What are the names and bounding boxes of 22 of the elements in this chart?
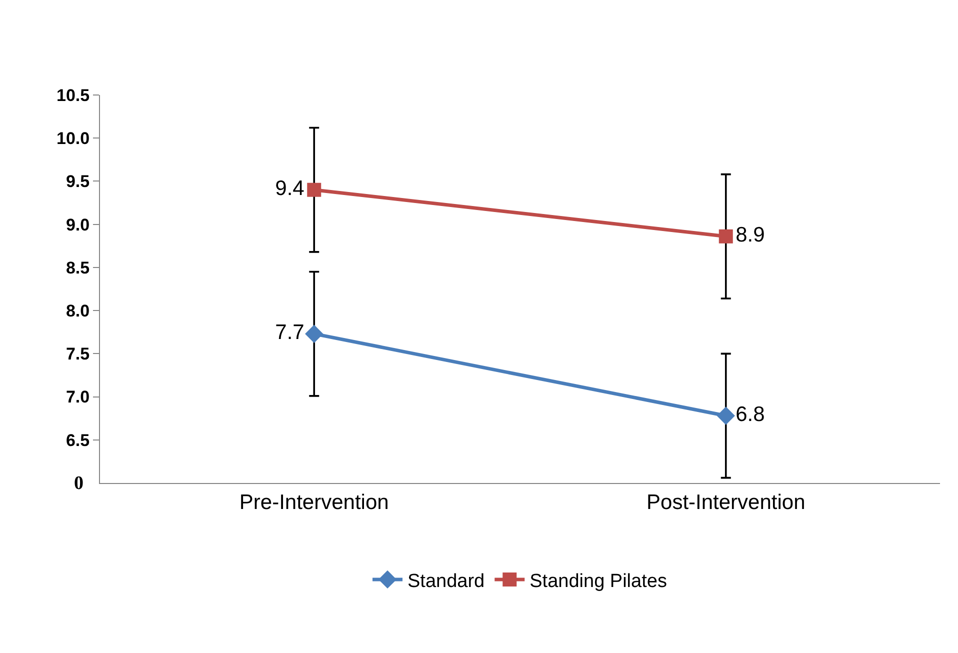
data-label: 9.4: [275, 177, 305, 200]
data-label: 6.8: [736, 403, 765, 426]
y-tick-label: 8.0: [66, 302, 90, 321]
text: 0: [74, 473, 84, 494]
x-tick-label: Post-Intervention: [646, 491, 806, 514]
point: [307, 182, 322, 197]
y-tick-label: 8.5: [66, 258, 90, 278]
data-label: 7.7: [275, 321, 304, 344]
y-tick-label: 9.5: [66, 172, 90, 192]
data-label: 8.9: [736, 224, 765, 247]
legend-label: Standard: [408, 570, 485, 592]
x-tick-label: Pre-Intervention: [239, 491, 389, 514]
point: [716, 406, 735, 425]
y-tick-label: 10.5: [56, 86, 90, 105]
y-tick-label: 6.5: [66, 430, 90, 450]
y-tick-label: 10.0: [56, 129, 90, 148]
y-tick-label: 7.5: [66, 344, 90, 364]
y-tick-label: 7.0: [66, 388, 90, 407]
point: [718, 229, 733, 244]
point: [305, 324, 324, 343]
y-tick-label: 9.0: [66, 215, 90, 234]
legend-label: Standing Pilates: [530, 570, 667, 592]
